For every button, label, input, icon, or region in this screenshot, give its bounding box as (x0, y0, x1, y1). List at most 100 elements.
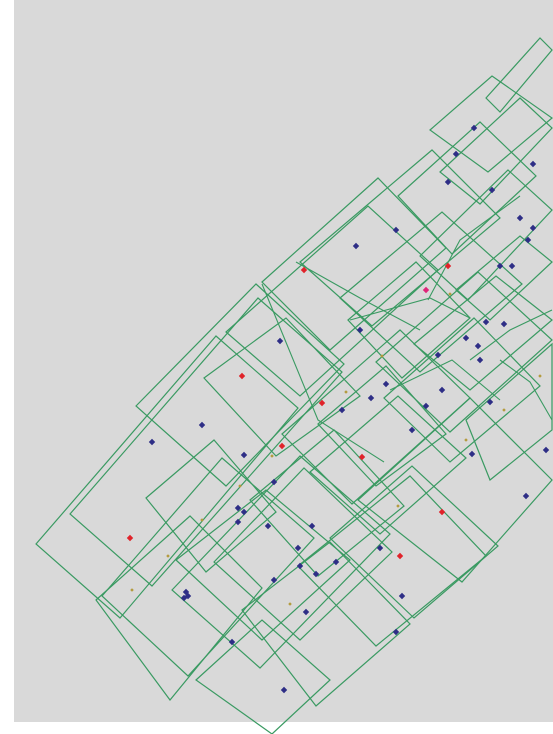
footprint-outline (35, 335, 299, 619)
station-marker-highlight[interactable] (422, 286, 430, 294)
station-marker-primary[interactable] (452, 150, 460, 158)
footprint-outline (455, 235, 553, 321)
station-marker-primary[interactable] (280, 686, 288, 694)
footprint-outline (145, 439, 277, 573)
footprint-outline (419, 169, 553, 301)
footprint-track (499, 359, 553, 421)
station-marker-tertiary[interactable] (166, 554, 170, 558)
station-marker-primary[interactable] (542, 446, 550, 454)
station-marker-primary[interactable] (529, 160, 537, 168)
station-marker-primary[interactable] (516, 214, 524, 222)
footprint-outline (249, 429, 405, 577)
station-marker-primary[interactable] (382, 380, 390, 388)
station-marker-tertiary[interactable] (448, 292, 452, 296)
station-marker-secondary[interactable] (318, 399, 326, 407)
station-marker-primary[interactable] (270, 478, 278, 486)
station-marker-secondary[interactable] (358, 453, 366, 461)
station-marker-secondary[interactable] (126, 534, 134, 542)
station-marker-primary[interactable] (338, 406, 346, 414)
station-marker-tertiary[interactable] (464, 438, 468, 442)
footprint-track (469, 309, 553, 361)
map-frame-left (0, 0, 14, 734)
station-marker-primary[interactable] (392, 628, 400, 636)
station-marker-secondary[interactable] (438, 508, 446, 516)
station-marker-tertiary[interactable] (344, 390, 348, 394)
station-marker-primary[interactable] (296, 562, 304, 570)
station-marker-primary[interactable] (529, 224, 537, 232)
footprint-outline (195, 619, 331, 734)
station-marker-secondary[interactable] (238, 372, 246, 380)
footprint-outline (309, 395, 467, 535)
station-marker-tertiary[interactable] (502, 408, 506, 412)
station-marker-primary[interactable] (240, 508, 248, 516)
station-marker-tertiary[interactable] (288, 602, 292, 606)
station-marker-primary[interactable] (294, 544, 302, 552)
station-marker-secondary[interactable] (396, 552, 404, 560)
station-marker-primary[interactable] (500, 320, 508, 328)
station-marker-tertiary[interactable] (380, 354, 384, 358)
station-marker-primary[interactable] (474, 342, 482, 350)
station-marker-tertiary[interactable] (238, 484, 242, 488)
station-marker-primary[interactable] (422, 402, 430, 410)
station-marker-primary[interactable] (228, 638, 236, 646)
station-marker-primary[interactable] (508, 262, 516, 270)
station-marker-primary[interactable] (524, 236, 532, 244)
footprint-outline (69, 297, 343, 587)
station-marker-primary[interactable] (198, 421, 206, 429)
station-marker-primary[interactable] (302, 608, 310, 616)
station-marker-primary[interactable] (276, 337, 284, 345)
station-marker-secondary[interactable] (444, 262, 452, 270)
station-marker-primary[interactable] (522, 492, 530, 500)
station-marker-tertiary[interactable] (200, 518, 204, 522)
station-marker-primary[interactable] (470, 124, 478, 132)
footprint-outline (213, 467, 393, 641)
station-marker-tertiary[interactable] (396, 504, 400, 508)
footprint-track (295, 261, 421, 331)
station-marker-primary[interactable] (352, 242, 360, 250)
station-marker-primary[interactable] (486, 398, 494, 406)
footprint-outline (485, 37, 553, 113)
footprint-track (427, 195, 521, 301)
station-marker-primary[interactable] (482, 318, 490, 326)
station-marker-primary[interactable] (434, 351, 442, 359)
station-marker-primary[interactable] (234, 504, 242, 512)
station-marker-primary[interactable] (496, 262, 504, 270)
station-marker-primary[interactable] (234, 518, 242, 526)
station-marker-primary[interactable] (488, 186, 496, 194)
station-marker-primary[interactable] (270, 576, 278, 584)
station-marker-primary[interactable] (308, 522, 316, 530)
station-marker-tertiary[interactable] (130, 588, 134, 592)
footprint-outline (375, 271, 553, 433)
station-marker-primary[interactable] (367, 394, 375, 402)
footprint-outline (439, 97, 553, 205)
station-marker-primary[interactable] (312, 570, 320, 578)
footprint-outline (101, 457, 315, 677)
footprint-outline (175, 489, 351, 641)
footprint-outline (95, 515, 263, 701)
station-marker-primary[interactable] (148, 438, 156, 446)
station-marker-tertiary[interactable] (270, 454, 274, 458)
station-marker-primary[interactable] (398, 592, 406, 600)
station-marker-secondary[interactable] (278, 442, 286, 450)
station-marker-primary[interactable] (240, 451, 248, 459)
station-marker-primary[interactable] (438, 386, 446, 394)
station-marker-primary[interactable] (332, 558, 340, 566)
station-marker-primary[interactable] (444, 178, 452, 186)
station-marker-primary[interactable] (468, 450, 476, 458)
station-marker-primary[interactable] (356, 326, 364, 334)
station-marker-primary[interactable] (264, 522, 272, 530)
station-marker-primary[interactable] (476, 356, 484, 364)
station-marker-primary[interactable] (462, 334, 470, 342)
station-marker-primary[interactable] (376, 544, 384, 552)
station-marker-primary[interactable] (392, 226, 400, 234)
station-marker-secondary[interactable] (300, 266, 308, 274)
footprint-outline (203, 317, 361, 457)
footprint-outline (383, 317, 541, 463)
station-marker-layer (126, 124, 550, 694)
station-marker-tertiary[interactable] (538, 374, 542, 378)
station-marker-primary[interactable] (180, 594, 188, 602)
station-marker-primary[interactable] (408, 426, 416, 434)
